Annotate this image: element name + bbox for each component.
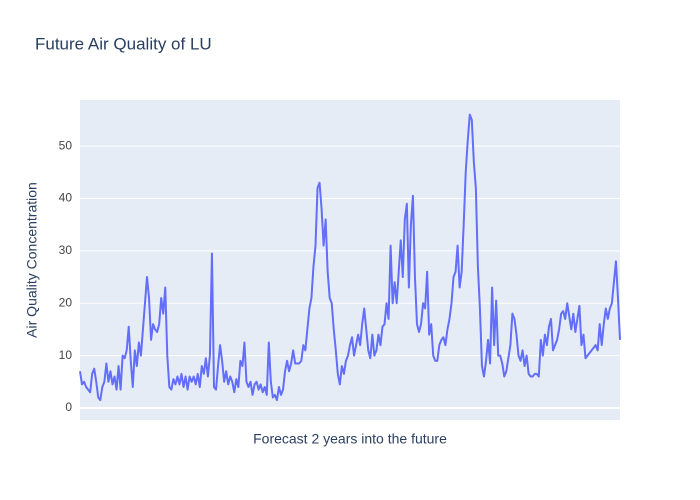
y-tick-label: 30	[59, 243, 73, 257]
y-axis-title: Air Quality Concentration	[24, 182, 40, 338]
grid	[80, 145, 620, 409]
y-tick-label: 20	[59, 295, 73, 309]
marks	[79, 113, 621, 402]
y-tick-label: 10	[59, 348, 73, 362]
y-tick-label: 40	[59, 191, 73, 205]
line-series	[79, 113, 621, 402]
y-tick-label: 0	[65, 400, 72, 414]
y-tick-label: 50	[59, 138, 73, 152]
plot-area	[80, 100, 620, 420]
chart-title: Future Air Quality of LU	[35, 34, 212, 53]
x-axis-title: Forecast 2 years into the future	[253, 431, 447, 447]
